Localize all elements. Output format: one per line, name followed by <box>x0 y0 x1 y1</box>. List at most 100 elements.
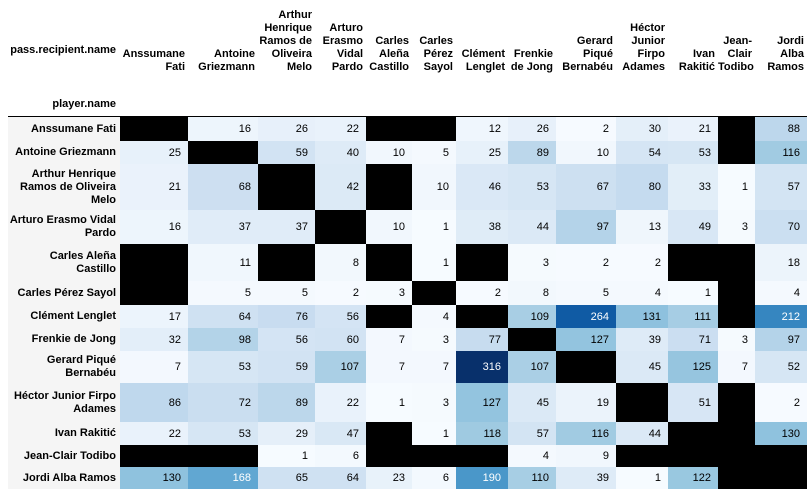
table-cell: 37 <box>258 210 315 244</box>
table-cell: 3 <box>718 210 755 244</box>
table-cell <box>366 305 412 328</box>
table-cell: 25 <box>120 141 188 164</box>
table-cell: 5 <box>188 281 258 305</box>
table-cell: 16 <box>120 210 188 244</box>
table-cell: 57 <box>508 422 556 445</box>
table-cell: 53 <box>668 141 718 164</box>
table-cell: 2 <box>315 281 366 305</box>
table-cell <box>616 445 668 467</box>
table-cell: 3 <box>366 281 412 305</box>
table-cell <box>120 281 188 305</box>
table-cell: 65 <box>258 467 315 489</box>
table-cell: 2 <box>616 244 668 281</box>
table-cell: 6 <box>412 467 456 489</box>
table-cell: 3 <box>412 383 456 422</box>
table-cell: 107 <box>508 351 556 383</box>
table-cell: 5 <box>258 281 315 305</box>
table-cell: 45 <box>508 383 556 422</box>
header-divider <box>8 116 807 117</box>
table-cell: 190 <box>456 467 508 489</box>
table-cell: 88 <box>755 117 807 141</box>
table-cell: 38 <box>456 210 508 244</box>
table-cell: 29 <box>258 422 315 445</box>
table-cell: 16 <box>188 117 258 141</box>
table-cell: 4 <box>508 445 556 467</box>
table-cell: 97 <box>755 328 807 351</box>
table-cell: 3 <box>508 244 556 281</box>
table-cell <box>718 445 755 467</box>
table-cell <box>556 351 616 383</box>
table-cell <box>188 445 258 467</box>
table-cell: 2 <box>755 383 807 422</box>
table-cell: 52 <box>755 351 807 383</box>
table-cell: 4 <box>755 281 807 305</box>
table-cell: 1 <box>668 281 718 305</box>
table-cell <box>668 422 718 445</box>
table-cell: 26 <box>508 117 556 141</box>
table-cell: 56 <box>315 305 366 328</box>
table-cell <box>120 117 188 141</box>
table-cell: 1 <box>412 210 456 244</box>
table-cell: 39 <box>616 328 668 351</box>
table-cell: 49 <box>668 210 718 244</box>
table-cell: 10 <box>366 210 412 244</box>
column-header-jean-clair-todibo: Jean-Clair Todibo <box>718 35 754 73</box>
table-cell: 9 <box>556 445 616 467</box>
table-cell: 19 <box>556 383 616 422</box>
table-cell: 60 <box>315 328 366 351</box>
table-cell: 54 <box>616 141 668 164</box>
row-axis-label: player.name <box>52 98 116 110</box>
column-header-gerard-pique-bernabeu: Gerard Piqué Bernabéu <box>562 35 613 73</box>
table-cell: 130 <box>120 467 188 489</box>
table-cell: 53 <box>188 351 258 383</box>
table-cell <box>718 383 755 422</box>
table-cell: 51 <box>668 383 718 422</box>
table-cell <box>456 305 508 328</box>
table-cell: 1 <box>366 383 412 422</box>
table-cell <box>188 141 258 164</box>
table-cell: 98 <box>188 328 258 351</box>
table-cell: 68 <box>188 164 258 210</box>
table-cell: 264 <box>556 305 616 328</box>
table-cell: 116 <box>556 422 616 445</box>
table-cell: 33 <box>668 164 718 210</box>
table-cell: 1 <box>412 244 456 281</box>
table-cell <box>668 445 718 467</box>
table-cell: 316 <box>456 351 508 383</box>
table-cell: 107 <box>315 351 366 383</box>
table-cell <box>456 445 508 467</box>
table-cell: 53 <box>188 422 258 445</box>
column-header-arthur-henrique-ramos-de-oliveira-melo: Arthur Henrique Ramos de Oliveira Melo <box>259 9 312 73</box>
table-cell: 11 <box>188 244 258 281</box>
table-cell: 7 <box>366 328 412 351</box>
table-cell: 57 <box>755 164 807 210</box>
table-cell: 168 <box>188 467 258 489</box>
table-cell: 10 <box>412 164 456 210</box>
table-cell: 70 <box>755 210 807 244</box>
table-cell <box>668 244 718 281</box>
row-header-carles-perez-sayol: Carles Pérez Sayol <box>8 281 120 305</box>
table-cell: 212 <box>755 305 807 328</box>
table-cell <box>718 117 755 141</box>
table-cell: 12 <box>456 117 508 141</box>
table-cell: 1 <box>412 422 456 445</box>
row-header-frenkie-de-jong: Frenkie de Jong <box>8 328 120 351</box>
column-header-clement-lenglet: Clément Lenglet <box>461 48 505 73</box>
table-cell: 22 <box>315 383 366 422</box>
table-cell: 44 <box>508 210 556 244</box>
table-cell <box>366 445 412 467</box>
table-cell: 131 <box>616 305 668 328</box>
table-cell: 56 <box>258 328 315 351</box>
table-cell <box>315 210 366 244</box>
table-cell <box>755 467 807 489</box>
table-cell: 8 <box>508 281 556 305</box>
table-cell: 22 <box>315 117 366 141</box>
table-cell: 59 <box>258 351 315 383</box>
table-cell <box>366 422 412 445</box>
table-cell: 2 <box>556 117 616 141</box>
table-cell: 122 <box>668 467 718 489</box>
table-cell: 21 <box>668 117 718 141</box>
column-header-arturo-erasmo-vidal-pardo: Arturo Erasmo Vidal Pardo <box>322 22 363 73</box>
table-cell: 46 <box>456 164 508 210</box>
table-cell: 110 <box>508 467 556 489</box>
